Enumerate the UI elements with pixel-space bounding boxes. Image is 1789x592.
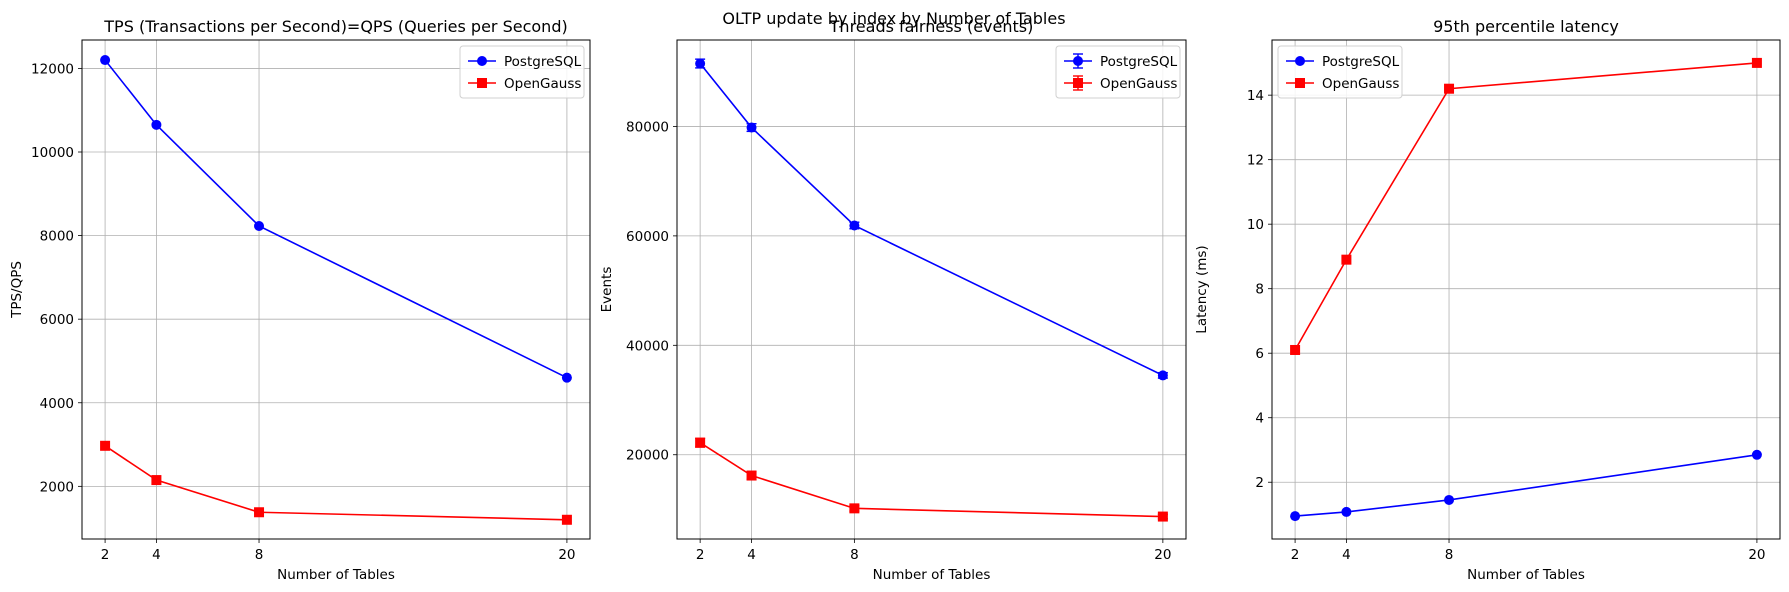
data-point-opengauss	[1157, 511, 1168, 522]
x-tick-label: 8	[1445, 547, 1454, 563]
y-tick-label: 10	[1247, 217, 1264, 233]
legend-label-opengauss: OpenGauss	[1322, 76, 1399, 92]
chart-title: Threads fairness (events)	[829, 17, 1034, 36]
y-tick-label: 4	[1255, 411, 1264, 427]
plot-frame	[1271, 39, 1781, 540]
legend-marker-opengauss	[477, 78, 487, 88]
legend: PostgreSQL OpenGauss	[1055, 45, 1181, 99]
plot-frame	[676, 39, 1187, 540]
legend-label-opengauss: OpenGauss	[1100, 76, 1177, 92]
legend-marker-opengauss	[1295, 78, 1305, 88]
y-tick-label: 20000	[626, 448, 669, 464]
data-point-postgresql	[1290, 511, 1301, 522]
y-tick-label: 14	[1247, 88, 1264, 104]
y-tick-label: 40000	[626, 338, 669, 354]
legend-label-opengauss: OpenGauss	[504, 76, 581, 92]
x-tick-label: 4	[1342, 547, 1351, 563]
legend-label-postgresql: PostgreSQL	[1100, 54, 1178, 70]
x-axis-label: Number of Tables	[873, 567, 991, 583]
legend-box	[1055, 45, 1181, 99]
data-point-opengauss	[1290, 344, 1301, 355]
x-tick-label: 4	[747, 547, 756, 563]
series-line-postgresql	[104, 59, 568, 379]
x-tick-label: 2	[101, 547, 110, 563]
y-tick-label: 6	[1255, 346, 1264, 362]
y-tick-label: 12	[1247, 153, 1264, 169]
y-tick-label: 2000	[40, 479, 74, 495]
data-point-postgresql	[1444, 494, 1455, 505]
data-point-postgresql	[746, 122, 757, 133]
y-tick-label: 8	[1255, 282, 1264, 298]
chart-latency: 95th percentile latency Number of Tables…	[1194, 17, 1781, 583]
data-point-postgresql	[151, 119, 162, 130]
figure-title: OLTP update by index by Number of Tables	[722, 9, 1065, 28]
legend-label-postgresql: PostgreSQL	[1322, 54, 1400, 70]
x-tick-label: 20	[558, 547, 575, 563]
data-point-postgresql	[849, 220, 860, 231]
chart-tps: TPS (Transactions per Second)=QPS (Queri…	[9, 17, 591, 583]
data-point-opengauss	[100, 440, 111, 451]
y-tick-label: 8000	[40, 229, 74, 245]
x-tick-label: 2	[696, 547, 705, 563]
data-point-postgresql	[254, 220, 265, 231]
x-tick-label: 8	[850, 547, 859, 563]
data-point-postgresql	[1157, 370, 1168, 381]
y-axis-label: TPS/QPS	[9, 261, 25, 319]
plot-frame	[81, 39, 591, 540]
data-point-opengauss	[561, 514, 572, 525]
data-point-opengauss	[254, 507, 265, 518]
series-line-opengauss	[104, 445, 567, 521]
legend: PostgreSQL OpenGauss	[459, 45, 585, 99]
legend-box	[459, 45, 585, 99]
series-line-postgresql	[699, 63, 1164, 377]
legend-marker-opengauss	[1073, 78, 1083, 88]
data-point-opengauss	[746, 470, 757, 481]
x-tick-label: 8	[255, 547, 264, 563]
legend-marker-postgresql	[1073, 56, 1083, 66]
data-point-postgresql	[1751, 449, 1762, 460]
data-point-opengauss	[151, 475, 162, 486]
series-line-opengauss	[699, 442, 1163, 518]
data-point-opengauss	[849, 503, 860, 514]
legend-marker-postgresql	[477, 56, 487, 66]
data-point-opengauss	[1751, 57, 1762, 68]
y-tick-label: 4000	[40, 396, 74, 412]
data-point-postgresql	[1341, 506, 1352, 517]
chart-title: 95th percentile latency	[1433, 17, 1619, 36]
data-point-opengauss	[695, 437, 706, 448]
data-point-opengauss	[1444, 83, 1455, 94]
data-point-postgresql	[695, 58, 706, 69]
data-point-postgresql	[100, 55, 111, 66]
x-tick-label: 20	[1748, 547, 1765, 563]
x-tick-label: 4	[152, 547, 161, 563]
x-tick-label: 2	[1291, 547, 1300, 563]
series-line-postgresql	[1295, 454, 1758, 517]
legend-box	[1277, 45, 1403, 99]
data-point-opengauss	[1341, 254, 1352, 265]
data-point-postgresql	[561, 372, 572, 383]
legend: PostgreSQL OpenGauss	[1277, 45, 1403, 99]
y-tick-label: 12000	[31, 61, 74, 77]
y-tick-label: 10000	[31, 145, 74, 161]
legend-marker-postgresql	[1295, 56, 1305, 66]
x-tick-label: 20	[1154, 547, 1171, 563]
legend-label-postgresql: PostgreSQL	[504, 54, 582, 70]
x-axis-label: Number of Tables	[1467, 567, 1585, 583]
y-axis-label: Events	[599, 267, 615, 313]
x-axis-label: Number of Tables	[277, 567, 395, 583]
y-axis-label: Latency (ms)	[1194, 245, 1210, 333]
chart-events: Threads fairness (events) Number of Tabl…	[599, 17, 1187, 583]
y-tick-label: 6000	[40, 312, 74, 328]
y-tick-label: 60000	[626, 229, 669, 245]
y-tick-label: 2	[1255, 475, 1264, 491]
y-tick-label: 80000	[626, 119, 669, 135]
series-line-opengauss	[1294, 62, 1757, 351]
chart-title: TPS (Transactions per Second)=QPS (Queri…	[103, 17, 567, 36]
